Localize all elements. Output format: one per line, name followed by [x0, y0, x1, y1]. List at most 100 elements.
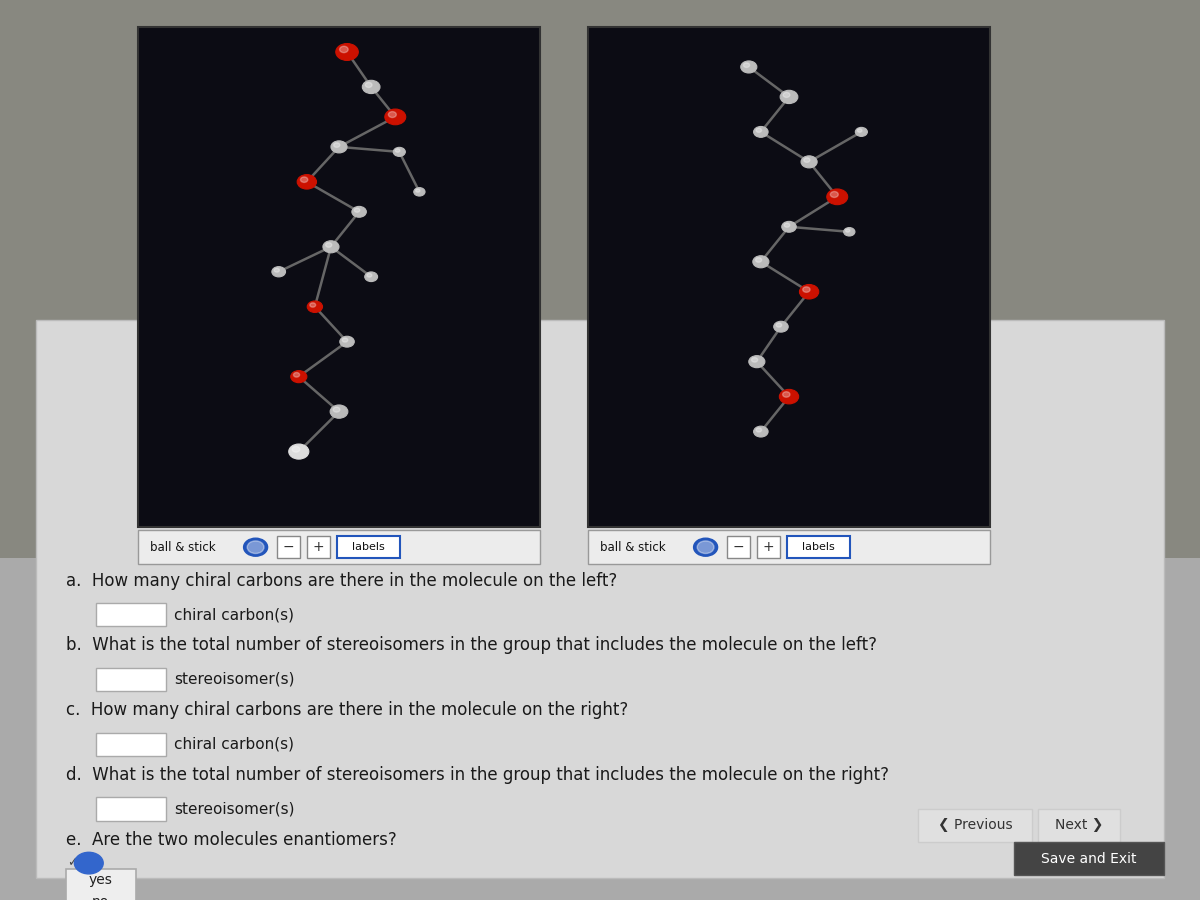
Bar — [96, 733, 166, 756]
Circle shape — [298, 175, 317, 189]
Circle shape — [804, 158, 810, 162]
Circle shape — [774, 321, 788, 332]
Circle shape — [334, 143, 340, 148]
Bar — [337, 536, 400, 558]
Text: chiral carbon(s): chiral carbon(s) — [174, 608, 294, 622]
Bar — [0, 0, 1200, 558]
Circle shape — [74, 852, 103, 874]
Circle shape — [749, 356, 764, 368]
Circle shape — [272, 266, 286, 277]
Circle shape — [389, 112, 396, 118]
Circle shape — [294, 373, 300, 377]
Circle shape — [310, 302, 316, 307]
Circle shape — [292, 446, 300, 452]
Circle shape — [827, 189, 847, 204]
Bar — [1014, 842, 1164, 875]
Circle shape — [780, 90, 798, 104]
Bar — [36, 320, 1164, 878]
Text: −: − — [283, 540, 294, 554]
Circle shape — [844, 228, 854, 236]
Circle shape — [740, 61, 757, 73]
Circle shape — [756, 428, 762, 432]
Circle shape — [340, 337, 354, 347]
Text: ball & stick: ball & stick — [600, 541, 666, 554]
Bar — [1038, 809, 1120, 842]
Bar — [307, 536, 330, 558]
Text: ✓: ✓ — [67, 857, 78, 869]
Text: stereoisomer(s): stereoisomer(s) — [174, 802, 294, 816]
Circle shape — [385, 109, 406, 125]
Circle shape — [756, 257, 762, 262]
Circle shape — [394, 148, 406, 157]
Bar — [96, 603, 166, 626]
Circle shape — [754, 127, 768, 138]
Circle shape — [354, 208, 360, 212]
Circle shape — [856, 128, 868, 137]
Circle shape — [799, 284, 818, 299]
Bar — [757, 536, 780, 558]
Circle shape — [307, 301, 323, 312]
Circle shape — [330, 405, 348, 418]
Bar — [588, 530, 990, 564]
Circle shape — [776, 323, 781, 327]
Bar — [918, 809, 1032, 842]
Bar — [727, 536, 750, 558]
Text: Next ❯: Next ❯ — [1055, 818, 1103, 832]
Circle shape — [415, 189, 420, 193]
Circle shape — [785, 223, 790, 227]
Circle shape — [697, 541, 714, 554]
Circle shape — [300, 177, 308, 183]
Bar — [66, 869, 136, 900]
Circle shape — [365, 272, 378, 282]
Circle shape — [751, 357, 757, 362]
Text: e.  Are the two molecules enantiomers?: e. Are the two molecules enantiomers? — [66, 831, 397, 849]
Bar — [96, 668, 166, 691]
Bar — [277, 536, 300, 558]
Circle shape — [802, 156, 817, 168]
Circle shape — [336, 43, 359, 60]
Circle shape — [274, 268, 280, 272]
Circle shape — [830, 192, 839, 197]
Bar — [138, 530, 540, 564]
Circle shape — [340, 46, 348, 53]
Bar — [787, 536, 850, 558]
Circle shape — [754, 427, 768, 437]
Circle shape — [846, 229, 850, 232]
Circle shape — [289, 444, 308, 459]
Circle shape — [752, 256, 769, 268]
Text: no: no — [92, 895, 109, 900]
Text: +: + — [313, 540, 324, 554]
Circle shape — [334, 407, 340, 412]
Text: d.  What is the total number of stereoisomers in the group that includes the mol: d. What is the total number of stereoiso… — [66, 766, 889, 784]
Circle shape — [244, 538, 268, 556]
Bar — [138, 27, 540, 526]
Bar — [588, 27, 990, 526]
Text: yes: yes — [89, 873, 113, 887]
Text: Save and Exit: Save and Exit — [1042, 851, 1136, 866]
Text: a.  How many chiral carbons are there in the molecule on the left?: a. How many chiral carbons are there in … — [66, 572, 617, 590]
Circle shape — [362, 80, 380, 94]
Circle shape — [352, 206, 366, 217]
Circle shape — [857, 129, 862, 132]
Text: labels: labels — [802, 542, 835, 553]
Circle shape — [414, 187, 425, 196]
Text: ❮ Previous: ❮ Previous — [937, 818, 1013, 832]
Circle shape — [365, 83, 372, 87]
Circle shape — [803, 287, 810, 292]
Bar — [96, 797, 166, 821]
Circle shape — [781, 221, 797, 232]
Circle shape — [290, 371, 307, 382]
Circle shape — [331, 140, 347, 153]
Text: c.  How many chiral carbons are there in the molecule on the right?: c. How many chiral carbons are there in … — [66, 701, 629, 719]
Text: labels: labels — [352, 542, 385, 553]
Circle shape — [694, 538, 718, 556]
Circle shape — [784, 93, 790, 97]
Text: −: − — [733, 540, 744, 554]
Text: stereoisomer(s): stereoisomer(s) — [174, 672, 294, 687]
Text: +: + — [763, 540, 774, 554]
Circle shape — [395, 148, 400, 152]
Circle shape — [779, 390, 799, 404]
Circle shape — [782, 392, 790, 397]
Text: ball & stick: ball & stick — [150, 541, 216, 554]
Text: chiral carbon(s): chiral carbon(s) — [174, 737, 294, 751]
